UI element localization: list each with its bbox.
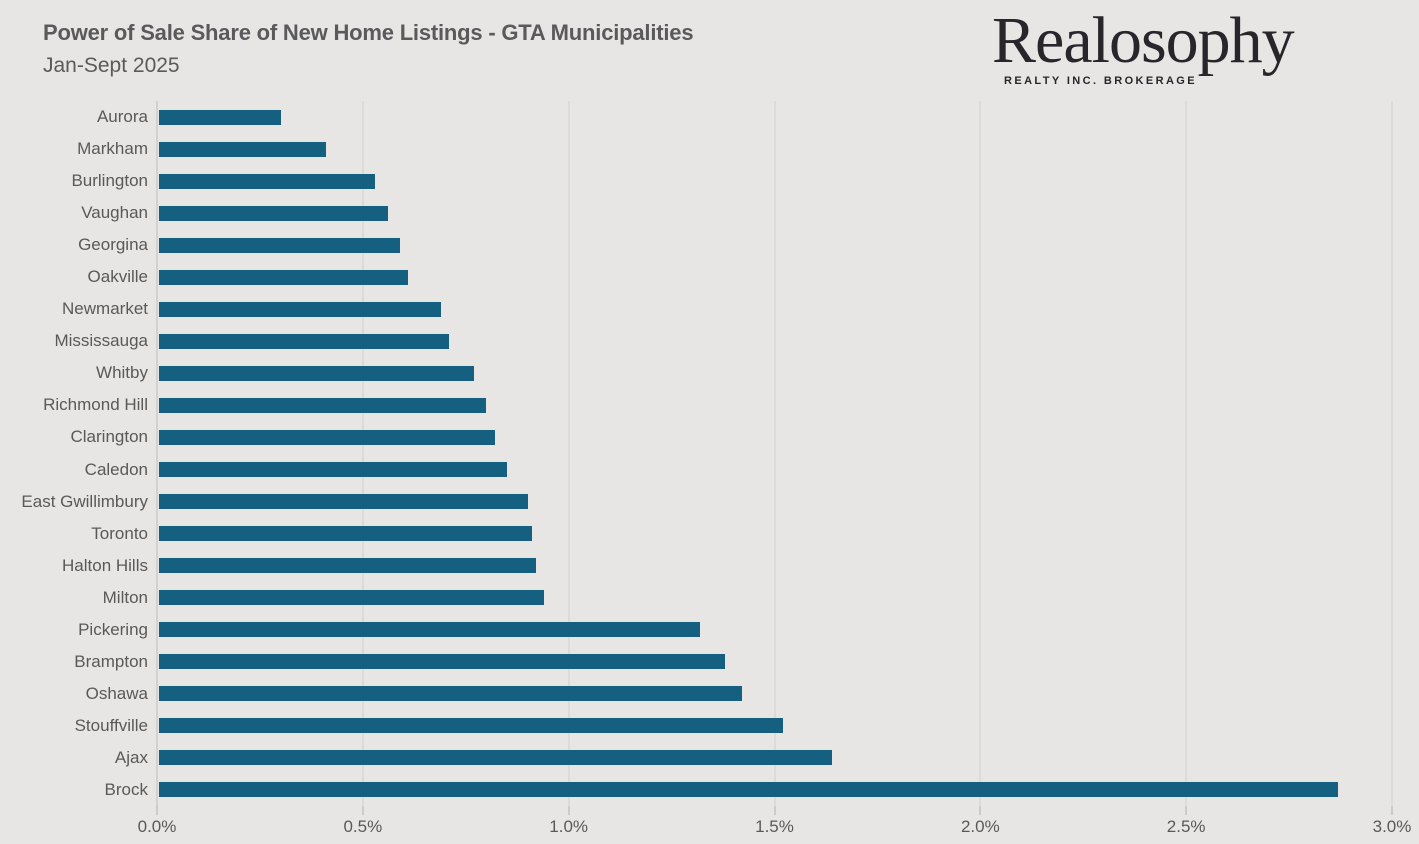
- x-axis-tick-mark: [567, 806, 570, 815]
- category-label-brock: Brock: [104, 779, 148, 799]
- x-tick-label: 3.0%: [1372, 817, 1412, 836]
- gridline: [567, 101, 570, 806]
- bar-burlington: [159, 173, 376, 189]
- category-label-halton-hills: Halton Hills: [62, 555, 148, 575]
- category-label-richmond-hill: Richmond Hill: [43, 395, 148, 415]
- category-label-aurora: Aurora: [96, 107, 148, 126]
- category-label-oakville: Oakville: [87, 267, 148, 287]
- category-label-newmarket: Newmarket: [62, 299, 148, 319]
- bar-newmarket: [159, 301, 442, 317]
- gridline: [773, 101, 776, 806]
- bar-markham: [159, 141, 326, 157]
- bar-pickering: [159, 622, 701, 638]
- category-label-oshawa: Oshawa: [85, 683, 148, 703]
- bar-oshawa: [159, 686, 742, 702]
- bar-mississauga: [159, 333, 450, 349]
- category-label-caledon: Caledon: [84, 459, 148, 479]
- bar-vaughan: [159, 205, 388, 221]
- bar-east-gwillimbury: [159, 494, 528, 510]
- x-axis-tick-mark: [1391, 806, 1393, 815]
- gridline: [979, 101, 982, 806]
- category-label-brampton: Brampton: [74, 651, 148, 671]
- gridline: [361, 101, 364, 806]
- category-label-georgina: Georgina: [78, 235, 148, 255]
- category-label-toronto: Toronto: [91, 523, 148, 543]
- bar-clarington: [159, 429, 495, 445]
- x-tick-label: 1.5%: [755, 817, 794, 836]
- gridline: [1391, 101, 1393, 806]
- y-axis-category-labels: Aurora Markham Burlington Vaughan Georgina Oa…: [0, 101, 148, 806]
- bar-halton-hills: [159, 558, 536, 574]
- chart-subtitle: Jan-Sept 2025: [43, 54, 180, 77]
- gridline: [1185, 101, 1188, 806]
- bar-oakville: [159, 269, 409, 285]
- bar-richmond-hill: [159, 397, 487, 413]
- bar-ajax: [159, 750, 833, 766]
- bar-georgina: [159, 237, 400, 253]
- x-axis-tick-mark: [979, 806, 982, 815]
- bar-toronto: [159, 526, 532, 542]
- x-tick-label: 1.0%: [549, 817, 589, 836]
- bar-caledon: [159, 462, 507, 478]
- x-axis-tick-mark: [773, 806, 776, 815]
- x-axis-tick-mark: [1185, 806, 1188, 815]
- plot-area: [156, 101, 1393, 815]
- category-label-stouffville: Stouffville: [74, 715, 148, 735]
- x-tick-label: 0.5%: [343, 817, 383, 836]
- category-label-ajax: Ajax: [114, 747, 148, 767]
- category-label-east-gwillimbury: East Gwillimbury: [21, 491, 148, 511]
- bar-brampton: [159, 654, 726, 670]
- category-label-milton: Milton: [102, 587, 148, 607]
- category-label-markham: Markham: [77, 139, 148, 159]
- category-label-pickering: Pickering: [78, 619, 148, 639]
- category-label-whitby: Whitby: [96, 363, 148, 383]
- logo-tagline: REALTY INC. BROKERAGE: [1004, 75, 1198, 87]
- category-label-burlington: Burlington: [71, 171, 148, 191]
- bar-brock: [159, 782, 1339, 798]
- category-label-mississauga: Mississauga: [54, 331, 148, 351]
- bar-whitby: [159, 365, 474, 381]
- realosophy-logo: Realosophy REALTY INC. BROKERAGE: [992, 4, 1312, 88]
- x-tick-label: 0.0%: [137, 817, 177, 836]
- bar-aurora: [159, 109, 281, 125]
- x-axis-tick-labels: 0.0% 0.5% 1.0% 1.5% 2.0% 2.5% 3.0%: [138, 817, 1412, 841]
- category-label-vaughan: Vaughan: [81, 203, 148, 223]
- category-label-clarington: Clarington: [70, 427, 149, 447]
- logo-wordmark: Realosophy: [992, 4, 1295, 77]
- x-axis-tick-mark: [361, 806, 364, 815]
- chart-title: Power of Sale Share of New Home Listings…: [43, 20, 694, 45]
- x-axis-tick-mark: [156, 806, 158, 815]
- x-tick-label: 2.0%: [960, 817, 1000, 836]
- bar-stouffville: [159, 718, 783, 734]
- bar-milton: [159, 590, 544, 606]
- y-axis-line: [156, 101, 158, 806]
- x-tick-label: 2.5%: [1166, 817, 1206, 836]
